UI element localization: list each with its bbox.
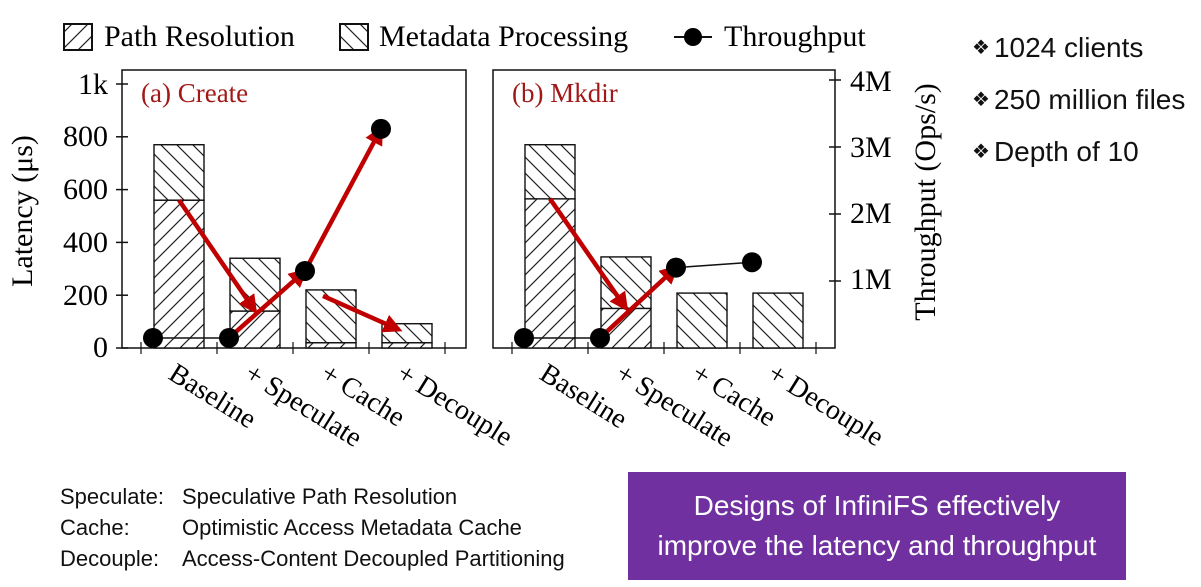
trend-arrow (322, 293, 403, 333)
glossary-term: Cache: (60, 515, 130, 540)
legend-label-path-resolution: Path Resolution (104, 20, 295, 53)
x-category-label: Baseline (163, 358, 261, 435)
bullet-text: 250 million files (993, 84, 1186, 115)
left-tick-label: 800 (63, 120, 108, 153)
bar-path-resolution (381, 342, 433, 349)
throughput-point (742, 252, 762, 273)
right-tick-label: 1M (850, 263, 892, 296)
legend: Path Resolution Metadata Processing Thro… (63, 20, 866, 53)
x-category-label: + Decouple (762, 358, 889, 453)
x-category-label: Baseline (534, 358, 632, 435)
glossary-term: Decouple: (60, 546, 160, 571)
diamond-bullet-icon: ❖ (972, 37, 990, 59)
bar-metadata-processing (752, 292, 804, 349)
bar-metadata-processing (153, 144, 205, 201)
trend-arrow (303, 125, 383, 273)
right-axis: 1M 2M 3M 4M (850, 65, 892, 296)
bullet-item: ❖ Depth of 10 (972, 126, 1185, 178)
left-tick-label: 1k (78, 68, 108, 101)
left-tick-label: 600 (63, 173, 108, 206)
bar-path-resolution (305, 342, 357, 349)
legend-swatch-metadata-processing (339, 23, 369, 51)
glossary-row: Speculate: Speculative Path Resolution (60, 481, 565, 512)
right-tick-label: 3M (850, 131, 892, 164)
panel-mkdir: (b) Mkdir Baseline+ Speculate+ Cache+ De… (492, 69, 889, 454)
x-category-label: + Decouple (391, 358, 518, 453)
right-axis-label: Throughput (Ops/s) (909, 83, 942, 320)
glossary-row: Decouple: Access-Content Decoupled Partit… (60, 543, 565, 574)
glossary-desc: Speculative Path Resolution (182, 484, 458, 509)
trend-arrow (227, 268, 308, 340)
diamond-bullet-icon: ❖ (972, 89, 990, 111)
glossary-desc: Access-Content Decoupled Partitioning (182, 546, 565, 571)
throughput-point (295, 260, 315, 281)
legend-label-throughput: Throughput (724, 20, 866, 53)
callout-line: improve the latency and throughput (657, 530, 1097, 561)
bullet-text: 1024 clients (993, 32, 1144, 63)
callout-line: Designs of InfiniFS effectively (693, 490, 1061, 521)
trend-arrow (548, 197, 629, 312)
panel-create: (a) Create Baseline+ Speculate+ Cache+ D… (121, 69, 518, 454)
diamond-bullet-icon: ❖ (972, 141, 990, 163)
throughput-point (219, 327, 239, 348)
throughput-point (590, 327, 610, 348)
bullet-item: ❖ 250 million files (972, 74, 1185, 126)
left-tick-label: 400 (63, 226, 108, 259)
right-tick-label: 2M (850, 197, 892, 230)
throughput-point (143, 327, 163, 348)
left-axis-label: Latency (μs) (6, 135, 39, 287)
trend-arrow (177, 198, 258, 315)
bullet-text: Depth of 10 (993, 136, 1139, 167)
bar-metadata-processing (676, 292, 728, 349)
plot-frame-create (121, 69, 467, 349)
glossary-term: Speculate: (60, 484, 164, 509)
bullet-item: ❖ 1024 clients (972, 22, 1185, 74)
design-glossary: Speculate: Speculative Path Resolution Ca… (60, 481, 565, 574)
bar-metadata-processing (524, 144, 576, 200)
legend-label-metadata-processing: Metadata Processing (379, 20, 628, 53)
trend-arrow (598, 265, 679, 340)
throughput-point (514, 327, 534, 348)
panel-title-create: (a) Create (141, 78, 248, 108)
conclusion-callout: Designs of InfiniFS effectively improve … (628, 472, 1126, 580)
legend-swatch-path-resolution (63, 23, 93, 51)
right-tick-label: 4M (850, 65, 892, 98)
panel-title-mkdir: (b) Mkdir (512, 78, 618, 108)
left-axis: 0 200 400 600 800 1k (63, 68, 108, 364)
throughput-point (371, 118, 391, 139)
glossary-row: Cache: Optimistic Access Metadata Cache (60, 512, 565, 543)
left-tick-label: 0 (93, 331, 108, 364)
glossary-desc: Optimistic Access Metadata Cache (182, 515, 522, 540)
experiment-setup-list: ❖ 1024 clients ❖ 250 million files ❖ Depth … (972, 22, 1185, 178)
legend-throughput-marker (684, 28, 702, 46)
throughput-point (666, 257, 686, 278)
left-tick-label: 200 (63, 279, 108, 312)
